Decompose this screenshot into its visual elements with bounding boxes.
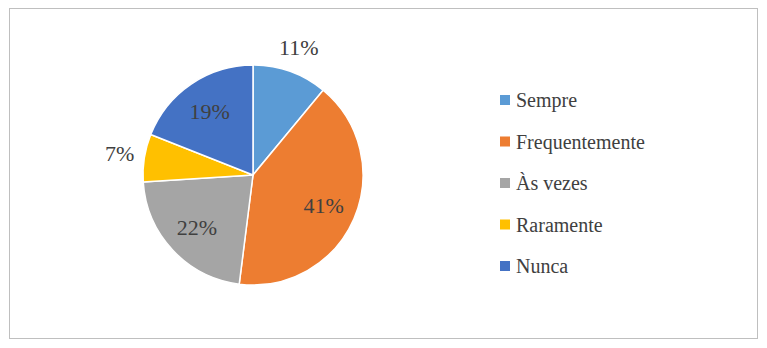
data-label: 41%	[304, 193, 344, 218]
legend-swatch	[500, 137, 510, 147]
chart-root: 11% 41% 22% 7% 19% Sempre Frequentemente Às vez…	[0, 0, 767, 348]
legend-label: Nunca	[516, 255, 568, 277]
pie-slice	[151, 65, 253, 175]
chart-frame	[10, 9, 758, 339]
data-label: 19%	[190, 99, 230, 124]
legend: Sempre Frequentemente Às vezes Raramente Nun…	[500, 89, 645, 277]
legend-label: Raramente	[516, 214, 603, 236]
legend-swatch	[500, 220, 510, 230]
legend-swatch	[500, 261, 510, 271]
data-label: 11%	[279, 35, 319, 60]
pie-slices	[143, 65, 363, 285]
pie-slice	[143, 175, 253, 284]
data-label: 7%	[105, 141, 134, 166]
legend-swatch	[500, 178, 510, 188]
data-labels: 11% 41% 22% 7% 19%	[105, 35, 344, 240]
legend-label: Às vezes	[516, 172, 588, 194]
legend-label: Sempre	[516, 89, 577, 112]
pie-slice	[239, 90, 363, 285]
legend-swatch	[500, 95, 510, 105]
legend-label: Frequentemente	[516, 131, 645, 154]
data-label: 22%	[177, 215, 217, 240]
